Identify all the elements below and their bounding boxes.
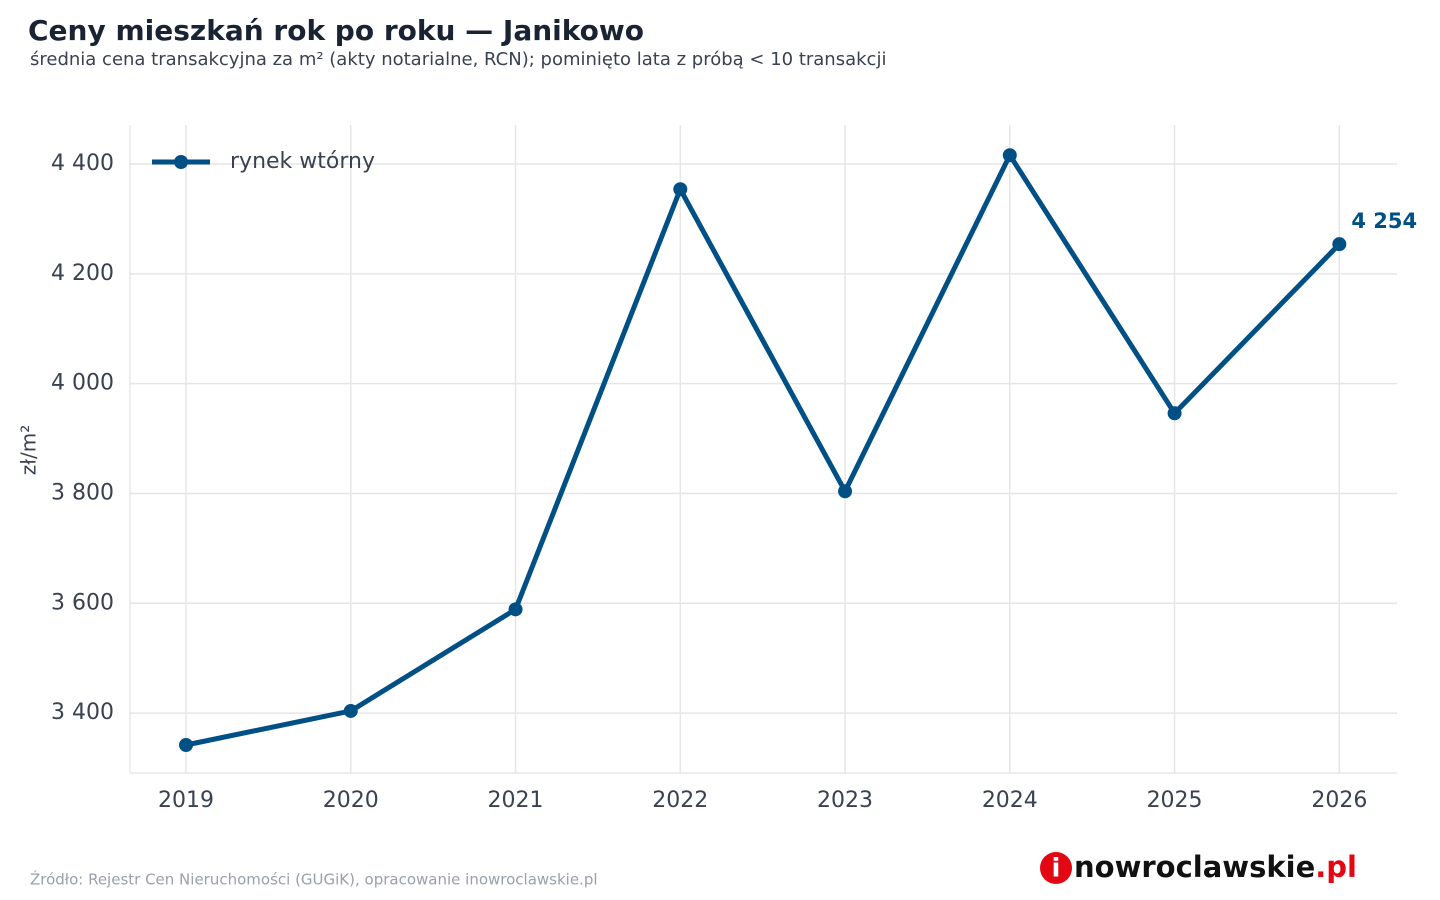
point: [508, 602, 523, 617]
x-tick-label: 2020: [323, 788, 379, 813]
y-tick-label: 4 000: [51, 371, 114, 396]
x-tick-label: 2025: [1147, 788, 1203, 813]
y-tick-label: 4 400: [51, 151, 114, 176]
x-tick-label: 2026: [1311, 788, 1367, 813]
point: [838, 484, 853, 499]
legend-marker: [174, 155, 188, 169]
logo-badge: [1040, 852, 1072, 884]
x-tick-label: 2022: [652, 788, 708, 813]
point: [1167, 406, 1182, 421]
logo-text: nowroclawskie.pl: [1074, 850, 1357, 884]
logo-name: nowroclawskie: [1074, 850, 1315, 884]
logo-i: i: [1052, 854, 1061, 884]
y-tick-label: 4 200: [51, 261, 114, 286]
source: Źródło: Rejestr Cen Nieruchomości (GUGiK…: [30, 870, 598, 889]
y-tick-label: 3 400: [51, 700, 114, 725]
x-tick-label: 2021: [488, 788, 544, 813]
x-tick-label: 2024: [982, 788, 1038, 813]
point: [673, 182, 688, 197]
point: [343, 703, 358, 718]
value-label: 4 254: [1351, 209, 1417, 233]
chart-subtitle: średnia cena transakcyjna za m² (akty no…: [30, 49, 886, 70]
y-tick-label: 3 800: [51, 480, 114, 505]
point: [179, 737, 194, 752]
point: [1002, 148, 1017, 163]
y-axis-label: zł/m²: [17, 425, 41, 475]
chart-title: Ceny mieszkań rok po roku — Janikowo: [28, 14, 644, 47]
series-line: [185, 152, 1342, 748]
y-tick-label: 3 600: [51, 590, 114, 615]
legend-label: rynek wtórny: [230, 149, 375, 174]
x-tick-label: 2023: [817, 788, 873, 813]
x-tick-label: 2019: [158, 788, 214, 813]
point: [1332, 237, 1347, 252]
logo-tld: .pl: [1315, 850, 1357, 884]
